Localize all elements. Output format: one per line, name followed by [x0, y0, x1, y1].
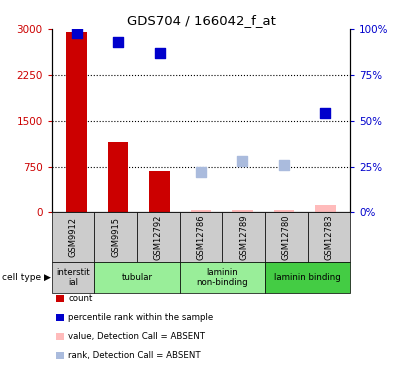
Text: cell type ▶: cell type ▶ [2, 273, 51, 282]
Text: GSM12792: GSM12792 [154, 214, 163, 259]
Bar [232, 210, 253, 212]
Point [239, 158, 246, 164]
Text: GSM9915: GSM9915 [111, 217, 120, 257]
Text: laminin
non-binding: laminin non-binding [197, 268, 248, 287]
Point [156, 50, 163, 56]
Text: laminin binding: laminin binding [274, 273, 341, 282]
Text: GSM12780: GSM12780 [282, 214, 291, 260]
Text: GSM12789: GSM12789 [239, 214, 248, 260]
Text: GSM9912: GSM9912 [68, 217, 78, 257]
Point [115, 39, 121, 45]
Bar [191, 210, 211, 212]
Text: tubular: tubular [121, 273, 152, 282]
Point [322, 111, 329, 116]
Text: GSM12783: GSM12783 [324, 214, 334, 260]
Text: value, Detection Call = ABSENT: value, Detection Call = ABSENT [68, 332, 205, 341]
Bar [315, 205, 336, 212]
Bar [149, 171, 170, 212]
Title: GDS704 / 166042_f_at: GDS704 / 166042_f_at [127, 14, 275, 27]
Text: interstit
ial: interstit ial [56, 268, 90, 287]
Bar [66, 32, 87, 212]
Point [74, 30, 80, 36]
Point [198, 169, 204, 175]
Text: rank, Detection Call = ABSENT: rank, Detection Call = ABSENT [68, 351, 201, 360]
Text: count: count [68, 294, 93, 303]
Bar [108, 142, 129, 212]
Point [281, 162, 287, 168]
Text: GSM12786: GSM12786 [197, 214, 205, 260]
Text: percentile rank within the sample: percentile rank within the sample [68, 313, 214, 322]
Bar [273, 210, 294, 212]
